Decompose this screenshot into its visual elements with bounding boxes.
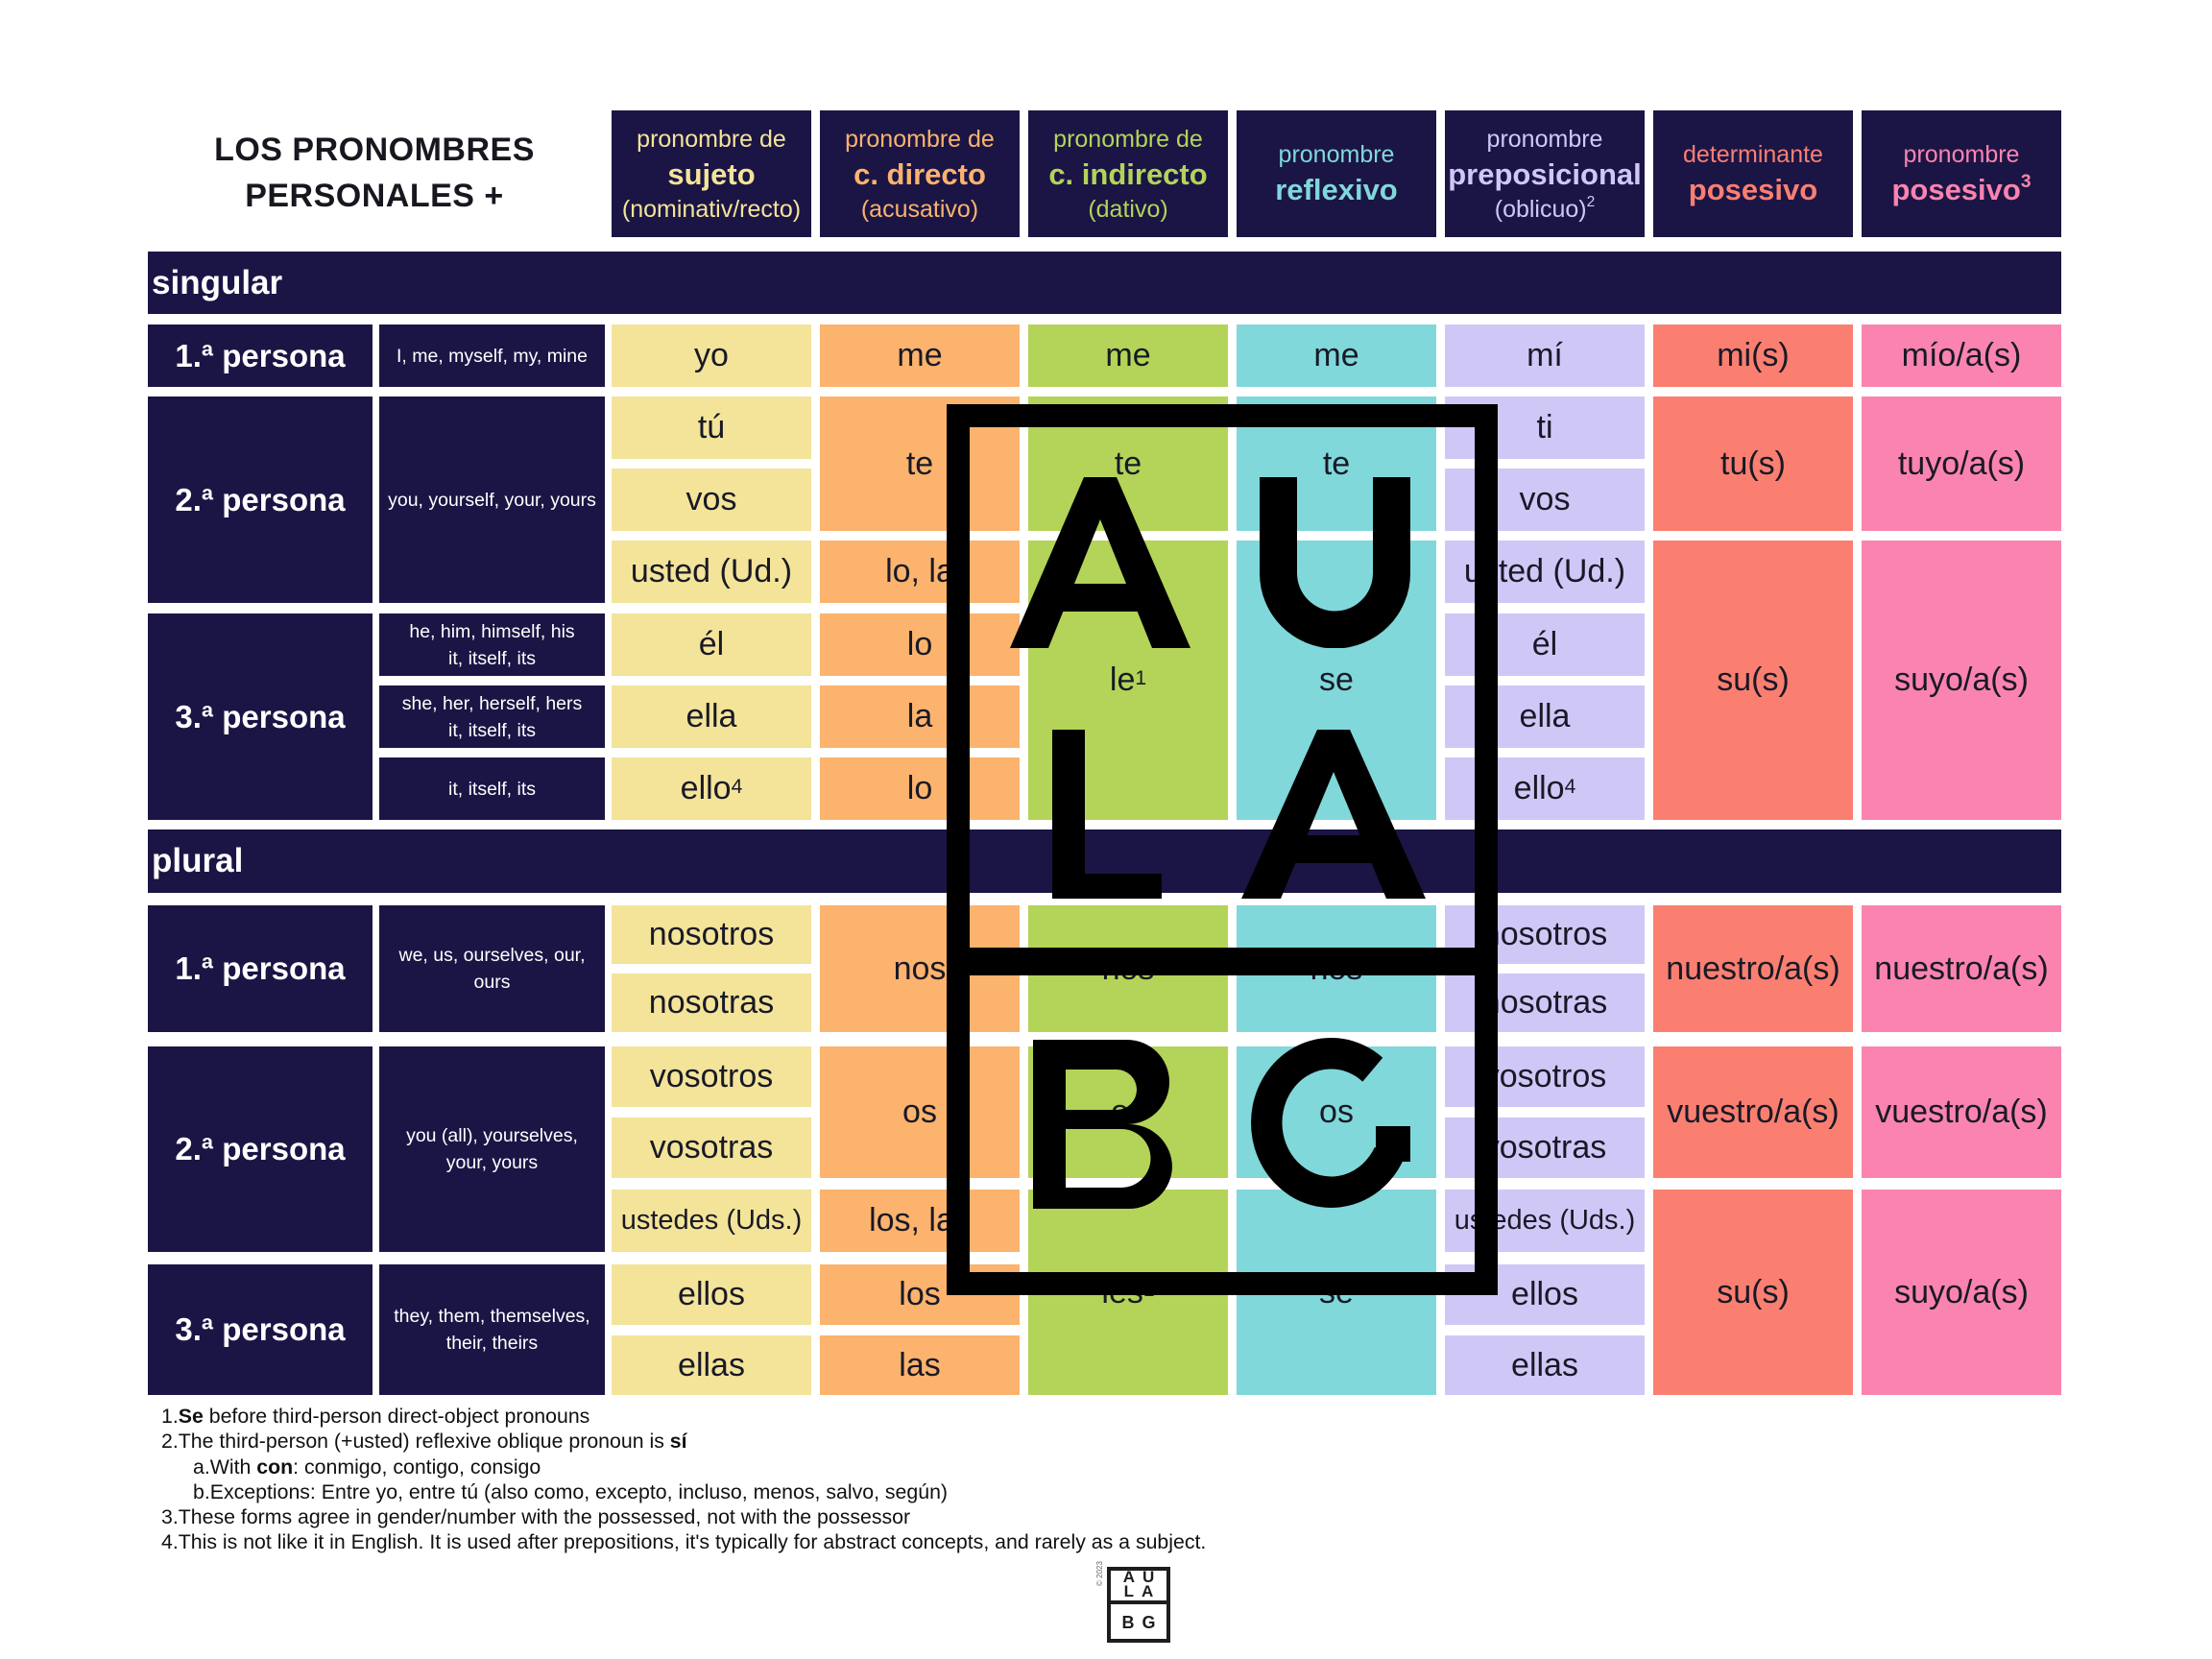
svg-text:© 2023: © 2023 [1095, 1561, 1104, 1586]
